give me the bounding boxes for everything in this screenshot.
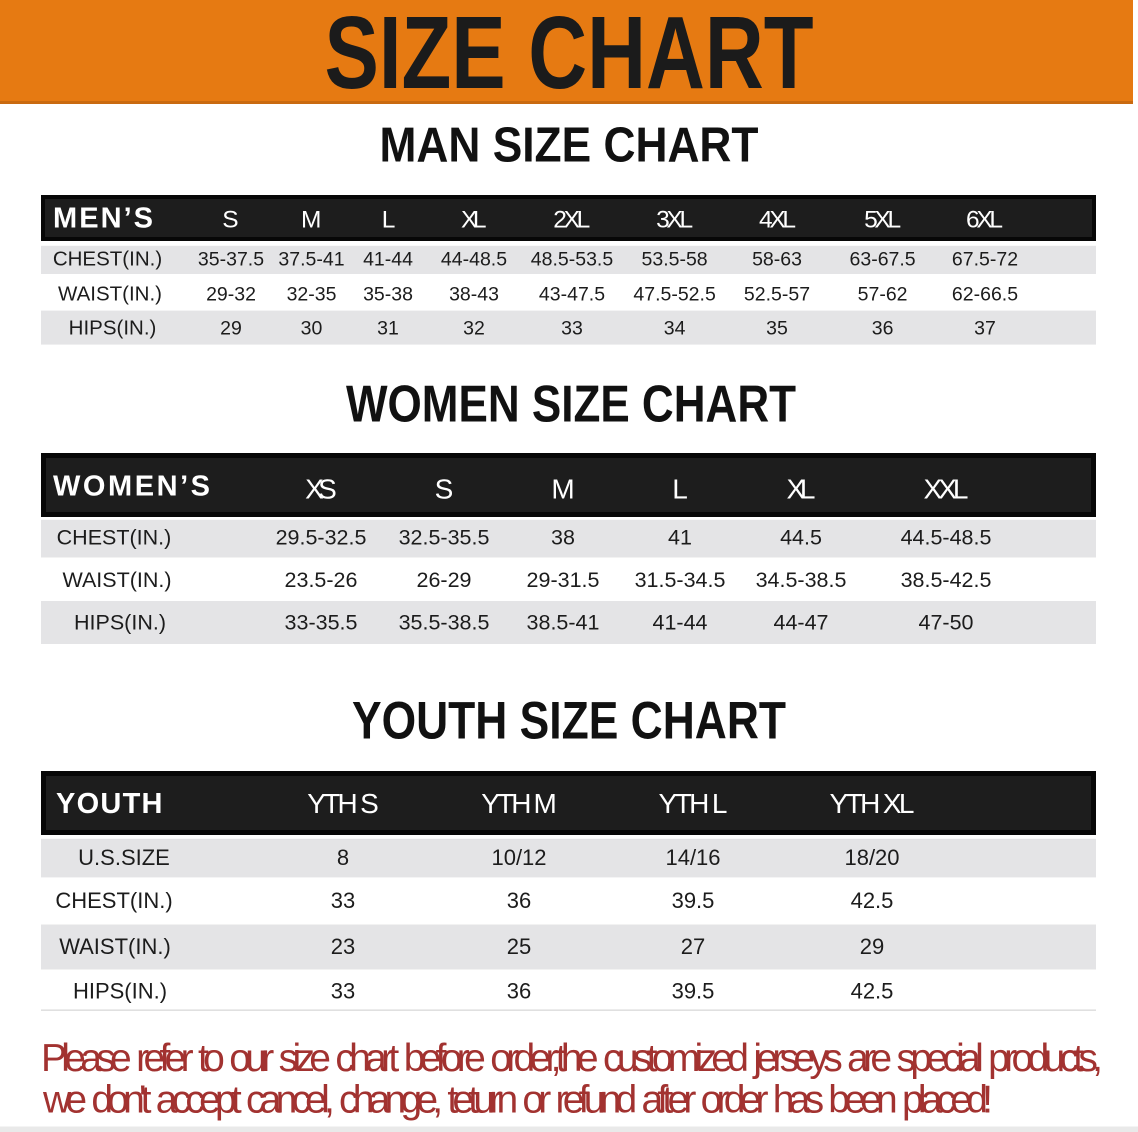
svg-text:XXL: XXL bbox=[924, 473, 969, 504]
svg-text:42.5: 42.5 bbox=[851, 978, 894, 1003]
svg-text:8: 8 bbox=[337, 845, 349, 870]
svg-text:S: S bbox=[222, 207, 238, 234]
svg-text:41: 41 bbox=[668, 526, 692, 550]
svg-text:L: L bbox=[672, 473, 688, 504]
svg-text:MAN SIZE CHART: MAN SIZE CHART bbox=[380, 118, 759, 172]
svg-text:XL: XL bbox=[461, 207, 487, 234]
svg-text:XS: XS bbox=[305, 473, 337, 504]
svg-text:3XL: 3XL bbox=[656, 207, 693, 234]
svg-text:62-66.5: 62-66.5 bbox=[952, 284, 1018, 306]
svg-text:44.5: 44.5 bbox=[780, 526, 822, 550]
svg-text:33: 33 bbox=[561, 318, 583, 340]
svg-text:YOUTH SIZE CHART: YOUTH SIZE CHART bbox=[352, 692, 786, 751]
svg-text:HIPS(IN.): HIPS(IN.) bbox=[73, 978, 167, 1003]
svg-text:29-32: 29-32 bbox=[206, 284, 256, 306]
svg-text:34.5-38.5: 34.5-38.5 bbox=[756, 568, 847, 592]
svg-text:35: 35 bbox=[766, 318, 788, 340]
svg-text:MEN’S: MEN’S bbox=[53, 203, 153, 235]
svg-text:29.5-32.5: 29.5-32.5 bbox=[276, 526, 367, 550]
svg-text:WAIST(IN.): WAIST(IN.) bbox=[59, 934, 171, 959]
svg-text:35-37.5: 35-37.5 bbox=[198, 248, 264, 270]
svg-text:YOUTH: YOUTH bbox=[56, 788, 163, 820]
svg-text:44.5-48.5: 44.5-48.5 bbox=[901, 526, 992, 550]
svg-text:SIZE CHART: SIZE CHART bbox=[325, 0, 814, 110]
svg-text:2XL: 2XL bbox=[553, 207, 590, 234]
svg-text:35-38: 35-38 bbox=[363, 284, 413, 306]
svg-text:HIPS(IN.): HIPS(IN.) bbox=[74, 611, 166, 635]
svg-text:14/16: 14/16 bbox=[665, 845, 720, 870]
svg-text:33: 33 bbox=[331, 978, 355, 1003]
svg-text:29: 29 bbox=[220, 318, 242, 340]
svg-text:41-44: 41-44 bbox=[653, 611, 708, 635]
svg-text:18/20: 18/20 bbox=[844, 845, 899, 870]
svg-text:WAIST(IN.): WAIST(IN.) bbox=[62, 568, 171, 592]
svg-text:35.5-38.5: 35.5-38.5 bbox=[399, 611, 490, 635]
svg-text:43-47.5: 43-47.5 bbox=[539, 284, 605, 306]
svg-text:36: 36 bbox=[507, 888, 531, 913]
svg-text:32-35: 32-35 bbox=[287, 284, 337, 306]
svg-text:38-43: 38-43 bbox=[449, 284, 499, 306]
svg-text:47-50: 47-50 bbox=[919, 611, 974, 635]
svg-text:YTH S: YTH S bbox=[307, 788, 379, 819]
svg-text:38.5-42.5: 38.5-42.5 bbox=[901, 568, 992, 592]
svg-text:27: 27 bbox=[681, 934, 705, 959]
svg-text:36: 36 bbox=[507, 978, 531, 1003]
svg-text:52.5-57: 52.5-57 bbox=[744, 284, 810, 306]
svg-text:57-62: 57-62 bbox=[858, 284, 908, 306]
svg-text:31: 31 bbox=[377, 318, 399, 340]
svg-text:6XL: 6XL bbox=[966, 207, 1003, 234]
svg-text:YTH M: YTH M bbox=[481, 788, 557, 819]
svg-text:we don't accept cancel, change: we don't accept cancel, change, teturn o… bbox=[42, 1079, 993, 1122]
svg-text:5XL: 5XL bbox=[864, 207, 901, 234]
svg-text:CHEST(IN.): CHEST(IN.) bbox=[55, 888, 172, 913]
svg-text:WOMEN’S: WOMEN’S bbox=[53, 471, 210, 503]
svg-text:CHEST(IN.): CHEST(IN.) bbox=[53, 247, 162, 270]
svg-text:37: 37 bbox=[974, 318, 996, 340]
svg-text:Please refer to our size chart: Please refer to our size chart before or… bbox=[41, 1037, 1103, 1080]
svg-text:XL: XL bbox=[787, 473, 816, 504]
svg-text:WAIST(IN.): WAIST(IN.) bbox=[58, 283, 162, 306]
svg-text:WOMEN SIZE CHART: WOMEN SIZE CHART bbox=[346, 375, 796, 433]
svg-text:30: 30 bbox=[301, 318, 323, 340]
svg-text:32.5-35.5: 32.5-35.5 bbox=[399, 526, 490, 550]
svg-text:23.5-26: 23.5-26 bbox=[285, 568, 358, 592]
svg-text:36: 36 bbox=[872, 318, 894, 340]
svg-text:37.5-41: 37.5-41 bbox=[278, 248, 344, 270]
svg-text:58-63: 58-63 bbox=[752, 248, 802, 270]
svg-text:CHEST(IN.): CHEST(IN.) bbox=[57, 526, 172, 550]
svg-text:25: 25 bbox=[507, 934, 531, 959]
svg-text:44-48.5: 44-48.5 bbox=[441, 248, 507, 270]
svg-text:M: M bbox=[301, 207, 321, 234]
svg-text:53.5-58: 53.5-58 bbox=[642, 248, 708, 270]
svg-text:32: 32 bbox=[463, 318, 485, 340]
svg-text:M: M bbox=[551, 473, 574, 504]
svg-text:39.5: 39.5 bbox=[672, 978, 715, 1003]
svg-text:33-35.5: 33-35.5 bbox=[285, 611, 358, 635]
svg-text:29-31.5: 29-31.5 bbox=[527, 568, 600, 592]
svg-text:48.5-53.5: 48.5-53.5 bbox=[531, 248, 614, 270]
svg-text:29: 29 bbox=[860, 934, 884, 959]
svg-text:63-67.5: 63-67.5 bbox=[850, 248, 916, 270]
svg-text:YTH XL: YTH XL bbox=[830, 788, 915, 819]
svg-text:23: 23 bbox=[331, 934, 355, 959]
svg-text:YTH L: YTH L bbox=[659, 788, 728, 819]
svg-text:33: 33 bbox=[331, 888, 355, 913]
svg-text:HIPS(IN.): HIPS(IN.) bbox=[69, 317, 157, 340]
svg-text:10/12: 10/12 bbox=[491, 845, 546, 870]
svg-text:47.5-52.5: 47.5-52.5 bbox=[633, 284, 716, 306]
svg-text:38.5-41: 38.5-41 bbox=[527, 611, 600, 635]
svg-text:44-47: 44-47 bbox=[774, 611, 829, 635]
svg-text:L: L bbox=[382, 207, 396, 234]
svg-text:41-44: 41-44 bbox=[363, 248, 413, 270]
svg-text:31.5-34.5: 31.5-34.5 bbox=[635, 568, 726, 592]
svg-text:34: 34 bbox=[664, 318, 686, 340]
svg-text:38: 38 bbox=[551, 526, 575, 550]
svg-text:S: S bbox=[435, 473, 454, 504]
svg-text:67.5-72: 67.5-72 bbox=[952, 248, 1018, 270]
svg-text:U.S.SIZE: U.S.SIZE bbox=[78, 845, 170, 870]
svg-text:4XL: 4XL bbox=[759, 207, 796, 234]
svg-text:39.5: 39.5 bbox=[672, 888, 715, 913]
svg-text:26-29: 26-29 bbox=[417, 568, 472, 592]
svg-text:42.5: 42.5 bbox=[851, 888, 894, 913]
